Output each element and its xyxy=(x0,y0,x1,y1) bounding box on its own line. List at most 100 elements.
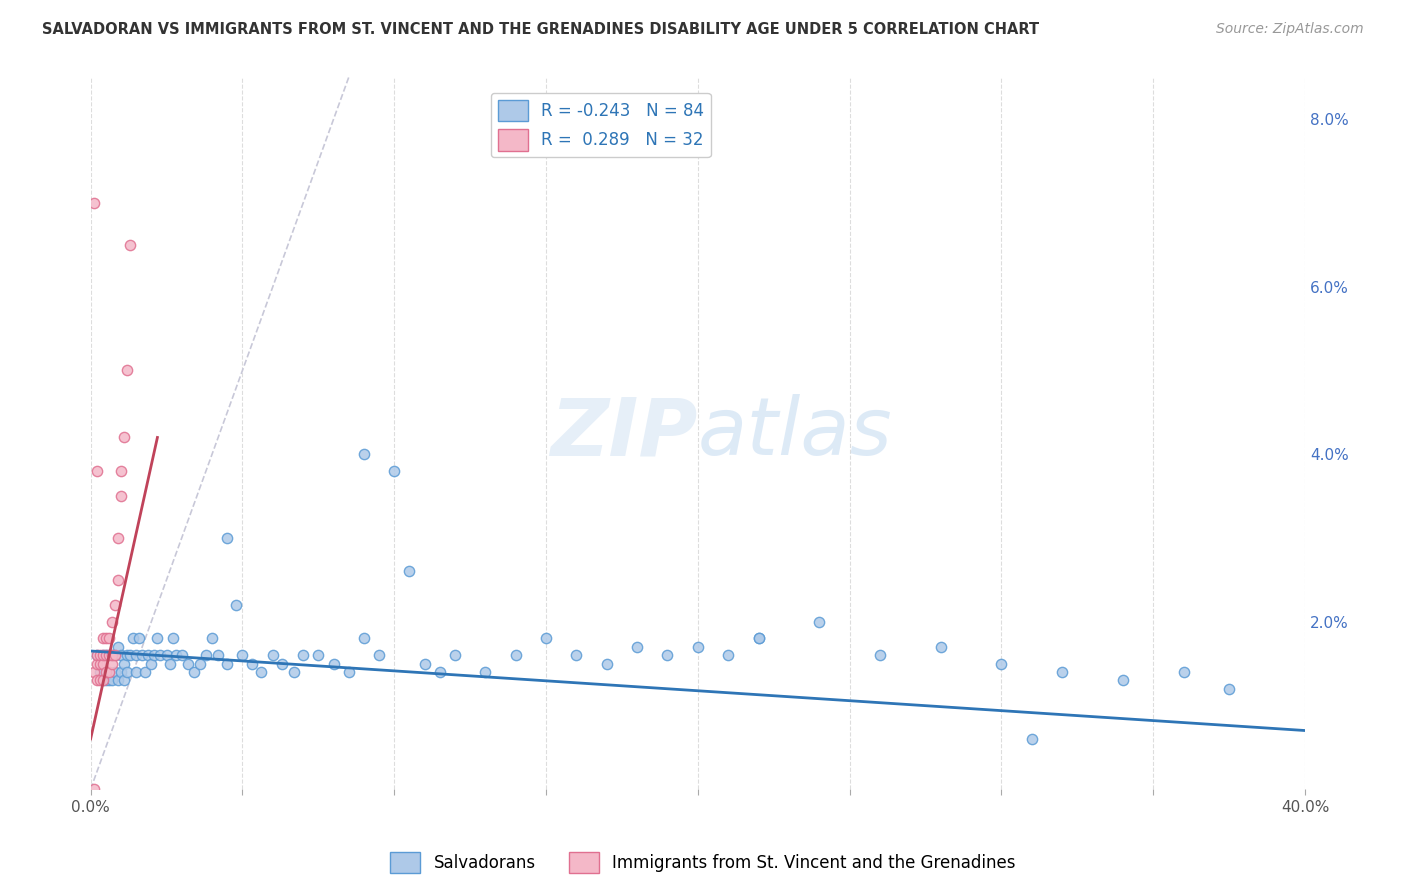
Point xyxy=(83,782,105,797)
Point xyxy=(110,489,132,503)
Point xyxy=(382,464,405,478)
Point xyxy=(353,632,375,646)
Point xyxy=(107,573,129,587)
Point xyxy=(115,363,138,377)
Point xyxy=(94,648,117,663)
Point xyxy=(112,430,135,444)
Point xyxy=(141,657,163,671)
Point xyxy=(86,673,108,688)
Point xyxy=(110,464,132,478)
Point xyxy=(270,657,292,671)
Point xyxy=(125,648,148,663)
Point xyxy=(94,632,117,646)
Point xyxy=(112,673,135,688)
Point xyxy=(159,657,181,671)
Point xyxy=(89,657,111,671)
Point xyxy=(1112,673,1135,688)
Point xyxy=(322,657,344,671)
Point xyxy=(990,657,1012,671)
Point xyxy=(748,632,770,646)
Point xyxy=(89,665,111,679)
Point xyxy=(183,665,205,679)
Point xyxy=(97,648,120,663)
Point xyxy=(104,648,127,663)
Point xyxy=(155,648,177,663)
Point xyxy=(929,640,952,654)
Point xyxy=(91,648,114,663)
Point xyxy=(104,648,127,663)
Point xyxy=(101,615,124,629)
Point xyxy=(83,196,105,211)
Point xyxy=(101,673,124,688)
Point xyxy=(249,665,271,679)
Point xyxy=(657,648,679,663)
Point xyxy=(429,665,451,679)
Point xyxy=(86,657,108,671)
Point xyxy=(717,648,740,663)
Point xyxy=(86,648,108,663)
Point xyxy=(217,657,239,671)
Point xyxy=(120,238,142,252)
Point xyxy=(94,648,117,663)
Point xyxy=(107,640,129,654)
Point xyxy=(307,648,329,663)
Point xyxy=(1173,665,1195,679)
Text: SALVADORAN VS IMMIGRANTS FROM ST. VINCENT AND THE GRENADINES DISABILITY AGE UNDE: SALVADORAN VS IMMIGRANTS FROM ST. VINCEN… xyxy=(42,22,1039,37)
Point xyxy=(107,673,129,688)
Text: ZIP: ZIP xyxy=(551,394,697,472)
Point xyxy=(686,640,709,654)
Point xyxy=(292,648,315,663)
Point xyxy=(474,665,496,679)
Point xyxy=(97,673,120,688)
Point xyxy=(101,648,124,663)
Point xyxy=(195,648,218,663)
Point xyxy=(122,632,145,646)
Legend: Salvadorans, Immigrants from St. Vincent and the Grenadines: Salvadorans, Immigrants from St. Vincent… xyxy=(384,846,1022,880)
Point xyxy=(444,648,467,663)
Point xyxy=(91,648,114,663)
Point xyxy=(1021,731,1043,746)
Point xyxy=(201,632,224,646)
Point xyxy=(596,657,619,671)
Point xyxy=(748,632,770,646)
Point xyxy=(869,648,891,663)
Point xyxy=(170,648,193,663)
Point xyxy=(808,615,831,629)
Point xyxy=(115,665,138,679)
Text: atlas: atlas xyxy=(697,394,893,472)
Point xyxy=(149,648,172,663)
Point xyxy=(398,565,420,579)
Point xyxy=(89,648,111,663)
Point xyxy=(91,673,114,688)
Point xyxy=(353,447,375,461)
Point xyxy=(107,531,129,545)
Point xyxy=(136,648,159,663)
Legend: R = -0.243   N = 84, R =  0.289   N = 32: R = -0.243 N = 84, R = 0.289 N = 32 xyxy=(491,93,710,157)
Point xyxy=(97,665,120,679)
Point xyxy=(217,531,239,545)
Point xyxy=(86,648,108,663)
Point xyxy=(240,657,263,671)
Point xyxy=(112,657,135,671)
Point xyxy=(626,640,648,654)
Point xyxy=(91,657,114,671)
Point xyxy=(131,648,153,663)
Point xyxy=(565,648,588,663)
Point xyxy=(534,632,557,646)
Point xyxy=(1218,681,1240,696)
Point xyxy=(110,665,132,679)
Point xyxy=(97,648,120,663)
Point xyxy=(283,665,305,679)
Point xyxy=(101,648,124,663)
Point xyxy=(101,657,124,671)
Point xyxy=(1050,665,1073,679)
Point xyxy=(165,648,187,663)
Point xyxy=(225,598,247,612)
Point xyxy=(146,632,169,646)
Point xyxy=(231,648,253,663)
Point xyxy=(134,665,156,679)
Point xyxy=(128,632,150,646)
Point xyxy=(86,464,108,478)
Point xyxy=(94,673,117,688)
Point xyxy=(143,648,166,663)
